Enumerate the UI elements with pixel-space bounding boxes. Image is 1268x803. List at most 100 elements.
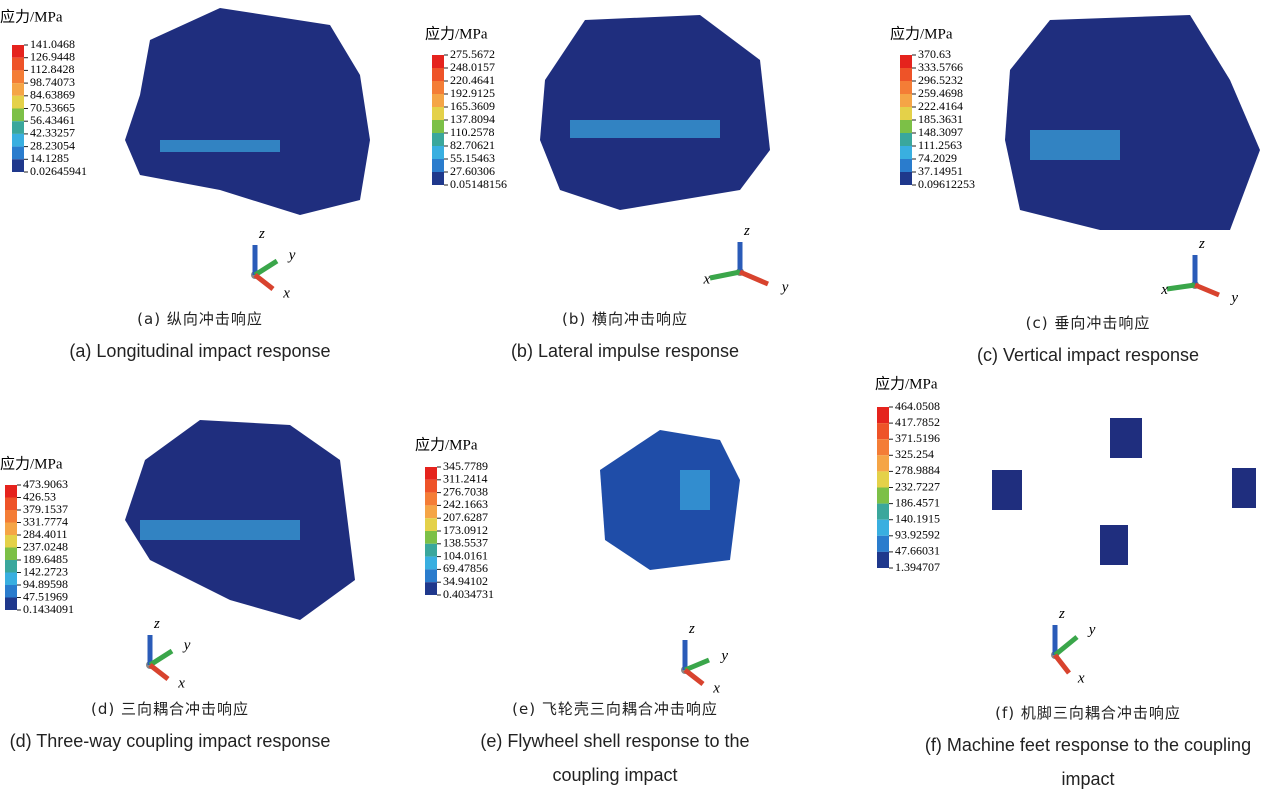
axis-label: z	[743, 223, 750, 239]
colorbar-segment	[877, 423, 889, 439]
legend-value: 47.66031	[895, 544, 940, 558]
colorbar-segment	[900, 146, 912, 159]
axis-arrow	[685, 660, 709, 670]
colorbar-segment	[900, 55, 912, 68]
axis-label: z	[153, 616, 160, 632]
colorbar-segment	[425, 518, 437, 531]
colorbar-segment	[425, 582, 437, 595]
legend-value: 370.63	[918, 47, 951, 61]
colorbar-segment	[877, 488, 889, 504]
axis-label: x	[282, 285, 290, 301]
colorbar-segment	[877, 536, 889, 552]
colorbar-segment	[5, 510, 17, 523]
colorbar-segment	[5, 535, 17, 548]
colorbar-segment	[432, 120, 444, 133]
colorbar-segment	[432, 94, 444, 107]
legend-value: 192.9125	[450, 86, 495, 100]
legend-value: 93.92592	[895, 528, 940, 542]
colorbar-segment	[877, 552, 889, 568]
axis-label: x	[712, 680, 720, 696]
axis-label: z	[258, 226, 265, 242]
colorbar-segment	[432, 133, 444, 146]
colorbar-segment	[877, 455, 889, 471]
axis-arrow	[685, 670, 703, 684]
legend-value: 333.5766	[918, 60, 963, 74]
colorbar-segment	[12, 96, 24, 109]
colorbar-segment	[900, 68, 912, 81]
legend-value: 259.4698	[918, 86, 963, 100]
axis-arrow	[1055, 655, 1069, 673]
colorbar-segment	[5, 498, 17, 511]
colorbar-segment	[425, 467, 437, 480]
axis-arrow	[150, 665, 168, 679]
legend-value: 296.5232	[918, 73, 963, 87]
colorbar-segment	[12, 159, 24, 172]
axis-label: x	[177, 675, 185, 691]
axis-label: y	[780, 280, 789, 296]
colorbar-segment	[900, 107, 912, 120]
caption-en: (f) Machine feet response to the couplin…	[918, 728, 1258, 796]
colorbar-segment	[900, 120, 912, 133]
legend-value: 0.09612253	[918, 177, 975, 191]
colorbar-segment	[432, 68, 444, 81]
caption-cn: (e) 飞轮壳三向耦合冲击响应	[445, 698, 785, 719]
caption-en: (b) Lateral impulse response	[455, 334, 795, 368]
legend-value: 110.2578	[450, 125, 495, 139]
legend-value: 222.4164	[918, 99, 963, 113]
colorbar-segment	[432, 107, 444, 120]
legend-value: 140.1915	[895, 511, 940, 525]
legend-value: 37.14951	[918, 164, 963, 178]
legend-title: 应力/MPa	[415, 435, 478, 453]
legend-value: 186.4571	[895, 495, 940, 509]
axis-arrow	[1167, 285, 1195, 289]
colorbar-segment	[425, 557, 437, 570]
colorbar-segment	[5, 598, 17, 611]
legend-value: 0.02645941	[30, 164, 87, 178]
colorbar-segment	[432, 146, 444, 159]
legend-value: 0.1434091	[23, 602, 74, 616]
colorbar-segment	[425, 531, 437, 544]
colorbar-segment	[425, 544, 437, 557]
legend-value: 325.254	[895, 447, 934, 461]
axis-label: z	[1198, 236, 1205, 252]
caption-cn: (d) 三向耦合冲击响应	[0, 698, 340, 719]
axis-label: y	[719, 648, 728, 664]
axis-arrow	[1195, 285, 1219, 295]
colorbar-segment	[12, 83, 24, 96]
axis-label: x	[1160, 282, 1168, 298]
colorbar-segment	[425, 505, 437, 518]
colorbar-segment	[900, 81, 912, 94]
caption-cn: (f) 机脚三向耦合冲击响应	[918, 702, 1258, 723]
colorbar-segment	[5, 485, 17, 498]
legend-title: 应力/MPa	[0, 7, 63, 25]
caption-cn: (c) 垂向冲击响应	[918, 312, 1258, 333]
legend-value: 111.2563	[918, 138, 962, 152]
colorbar-segment	[5, 585, 17, 598]
colorbar-segment	[432, 81, 444, 94]
colorbar-segment	[12, 109, 24, 122]
axis-arrow	[255, 261, 277, 275]
colorbar-segment	[900, 133, 912, 146]
axis-label: z	[688, 621, 695, 637]
colorbar-segment	[425, 493, 437, 506]
legend-value: 371.5196	[895, 431, 940, 445]
colorbar-segment	[900, 94, 912, 107]
axis-label: z	[1058, 606, 1065, 622]
legend-value: 27.60306	[450, 164, 495, 178]
caption-en: (d) Three-way coupling impact response	[0, 724, 340, 758]
axis-arrow	[740, 272, 768, 284]
axis-arrow	[710, 272, 740, 278]
colorbar-segment	[425, 480, 437, 493]
colorbar-segment	[12, 58, 24, 71]
colorbar-segment	[900, 172, 912, 185]
figure-graphics: 应力/MPa141.0468126.9448112.842898.7407384…	[0, 0, 1268, 803]
legend-value: 0.4034731	[443, 587, 494, 601]
legend-value: 275.5672	[450, 47, 495, 61]
colorbar-segment	[5, 560, 17, 573]
legend-title: 应力/MPa	[425, 24, 488, 42]
axis-label: y	[1087, 622, 1096, 638]
colorbar-segment	[900, 159, 912, 172]
colorbar-segment	[5, 573, 17, 586]
legend-value: 0.05148156	[450, 177, 507, 191]
legend-value: 278.9884	[895, 463, 940, 477]
